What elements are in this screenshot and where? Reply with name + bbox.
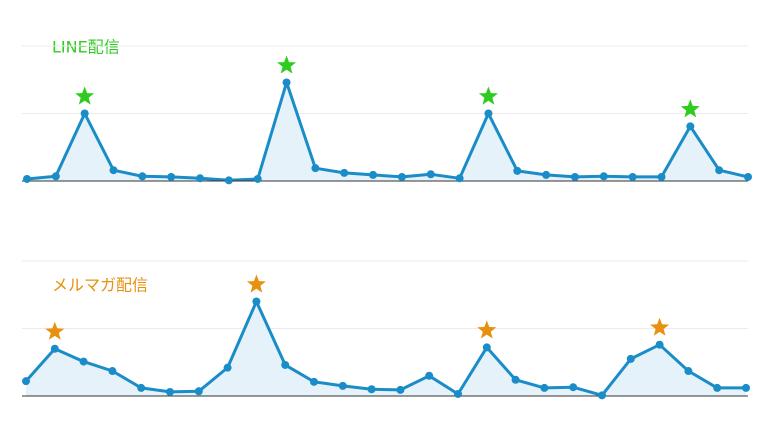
point [194, 387, 203, 396]
point [340, 168, 349, 177]
point [167, 172, 176, 181]
point [196, 174, 205, 183]
point [108, 367, 117, 376]
point [282, 78, 291, 87]
point [426, 170, 435, 179]
point [626, 354, 635, 363]
point [657, 172, 666, 181]
point [570, 172, 579, 181]
line [26, 81, 749, 182]
point [109, 166, 118, 175]
star [45, 321, 65, 340]
area [26, 301, 746, 396]
star [680, 99, 700, 118]
point [742, 383, 750, 392]
point [369, 170, 378, 179]
point [455, 174, 464, 183]
point [223, 363, 232, 372]
point [513, 166, 522, 175]
point [22, 377, 30, 386]
point [454, 389, 462, 398]
point [253, 174, 262, 183]
star [246, 274, 266, 293]
point [224, 176, 233, 185]
chart-title: LINE配信 [52, 38, 120, 57]
point [511, 375, 520, 384]
point [311, 164, 320, 173]
star [277, 55, 297, 74]
line [24, 300, 746, 397]
point [425, 371, 434, 380]
chart-title: メルマガ配信 [52, 276, 148, 295]
point [715, 166, 724, 175]
point [569, 383, 578, 392]
point [50, 344, 59, 353]
star [477, 320, 497, 339]
star [650, 317, 670, 336]
point [51, 172, 60, 181]
point [137, 383, 146, 392]
point [540, 383, 549, 392]
point [397, 172, 406, 181]
point [23, 174, 31, 183]
point [599, 172, 608, 181]
point [655, 340, 664, 349]
point [166, 387, 174, 396]
point [598, 391, 606, 400]
point [80, 109, 89, 118]
point [396, 385, 405, 394]
point [713, 383, 722, 392]
star [75, 86, 95, 105]
point [484, 109, 493, 118]
point [686, 122, 695, 131]
point [367, 385, 376, 394]
point [138, 172, 147, 181]
point [281, 360, 290, 369]
area [27, 82, 748, 181]
point [628, 172, 637, 181]
point [310, 377, 318, 386]
point [482, 343, 491, 352]
point [744, 172, 752, 181]
point [542, 170, 551, 179]
point [684, 367, 693, 376]
point [252, 297, 261, 306]
point [79, 357, 88, 366]
point [338, 381, 347, 390]
star [478, 86, 498, 105]
